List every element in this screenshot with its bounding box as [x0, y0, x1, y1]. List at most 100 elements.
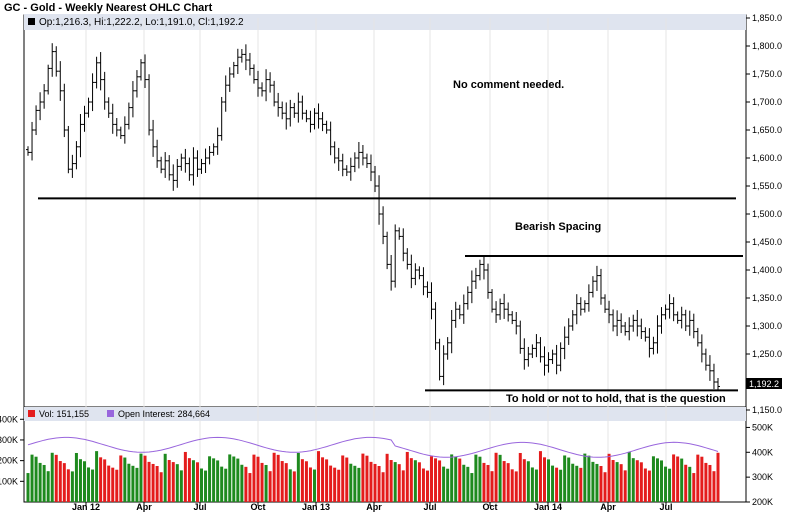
volume-bar — [627, 451, 631, 502]
volume-bar — [292, 471, 296, 502]
volume-bar — [74, 452, 78, 502]
volume-bar — [119, 455, 123, 502]
ohlc-readout: Op:1,216.3, Hi:1,222.2, Lo:1,191.0, Cl:1… — [39, 17, 244, 28]
volume-bar — [236, 458, 240, 502]
oi-tick-label: 500K — [752, 422, 773, 432]
volume-bar — [450, 454, 454, 502]
volume-bar — [244, 466, 248, 502]
volume-bar — [413, 460, 417, 502]
volume-bar — [131, 465, 135, 502]
x-tick-label: Jul — [423, 502, 436, 512]
volume-bar — [522, 459, 526, 502]
volume-bar — [381, 472, 385, 502]
volume-bar — [442, 466, 446, 502]
volume-bar — [611, 460, 615, 502]
volume-tick-label: 300K — [0, 435, 18, 445]
volume-bar — [349, 463, 353, 502]
volume-bar — [312, 469, 316, 502]
volume-bar — [579, 467, 583, 502]
volume-bar — [405, 451, 409, 502]
volume-bar — [547, 459, 551, 502]
volume-bar — [551, 465, 555, 502]
oi-tick-label: 300K — [752, 472, 773, 482]
oi-tick-label: 200K — [752, 497, 773, 507]
price-tick-label: 1,150.0 — [752, 405, 782, 415]
volume-bar — [401, 470, 405, 502]
x-tick-label: Jan 14 — [534, 502, 562, 512]
x-tick-label: Jan 12 — [72, 502, 100, 512]
volume-bar — [191, 460, 195, 502]
volume-bar — [329, 465, 333, 502]
volume-bar — [179, 470, 183, 502]
volume-bar — [268, 471, 272, 502]
volume-bar — [280, 461, 284, 502]
price-tick-label: 1,450.0 — [752, 237, 782, 247]
volume-bar — [704, 462, 708, 502]
volume-bar — [470, 473, 474, 502]
volume-bar — [716, 452, 720, 502]
volume-bar — [430, 456, 434, 502]
volume-bar — [82, 461, 86, 502]
volume-bar — [587, 455, 591, 502]
volume-bar — [373, 463, 377, 502]
volume-bar — [216, 460, 220, 502]
volume-bar — [518, 452, 522, 502]
volume-bar — [643, 468, 647, 502]
volume-tick-label: 200K — [0, 456, 18, 466]
volume-bar — [482, 462, 486, 502]
volume-bar — [397, 464, 401, 502]
volume-bar — [224, 468, 228, 502]
readout-band — [24, 14, 746, 30]
volume-bar — [240, 464, 244, 502]
price-tick-label: 1,300.0 — [752, 321, 782, 331]
volume-bar — [228, 454, 232, 502]
price-tick-label: 1,350.0 — [752, 293, 782, 303]
volume-bar — [466, 466, 470, 502]
volume-bar — [446, 468, 450, 502]
volume-bar — [490, 471, 494, 502]
volume-bar — [530, 467, 534, 502]
volume-bar — [171, 462, 175, 502]
volume-bar — [417, 462, 421, 502]
volume-bar — [377, 466, 381, 502]
volume-bar — [175, 464, 179, 502]
x-tick-label: Jan 13 — [302, 502, 330, 512]
volume-bar — [50, 452, 54, 502]
volume-bar — [337, 469, 341, 502]
volume-bar — [708, 464, 712, 502]
price-tick-label: 1,850.0 — [752, 13, 782, 23]
volume-bar — [599, 466, 603, 502]
volume-bar — [502, 461, 506, 502]
volume-bar — [607, 453, 611, 502]
question-annotation: To hold or not to hold, that is the ques… — [506, 393, 726, 405]
volume-bar — [46, 471, 50, 502]
x-tick-label: Apr — [366, 502, 382, 512]
volume-bar — [498, 454, 502, 502]
x-tick-label: Oct — [250, 502, 265, 512]
oi-legend-swatch — [107, 410, 114, 417]
vol-legend: Vol: 151,155 — [39, 409, 89, 419]
volume-bar — [260, 462, 264, 502]
volume-bar — [700, 456, 704, 502]
volume-bar — [34, 456, 38, 502]
volume-bar — [458, 458, 462, 502]
volume-bar — [66, 469, 70, 502]
price-panel-frame — [23, 14, 747, 408]
volume-bar — [409, 458, 413, 502]
volume-bar — [151, 463, 155, 502]
volume-bar — [369, 461, 373, 502]
x-tick-label: Jul — [193, 502, 206, 512]
volume-bar — [538, 451, 542, 502]
volume-bar — [317, 451, 321, 502]
volume-bar — [155, 466, 159, 502]
volume-bar — [361, 453, 365, 502]
volume-bar — [187, 458, 191, 502]
volume-bar — [107, 465, 111, 502]
volume-bar — [135, 467, 139, 502]
volume-bar — [559, 469, 563, 502]
volume-bar — [220, 466, 224, 502]
volume-bar — [26, 473, 30, 502]
price-tick-label: 1,600.0 — [752, 153, 782, 163]
volume-tick-label: 400K — [0, 414, 18, 424]
